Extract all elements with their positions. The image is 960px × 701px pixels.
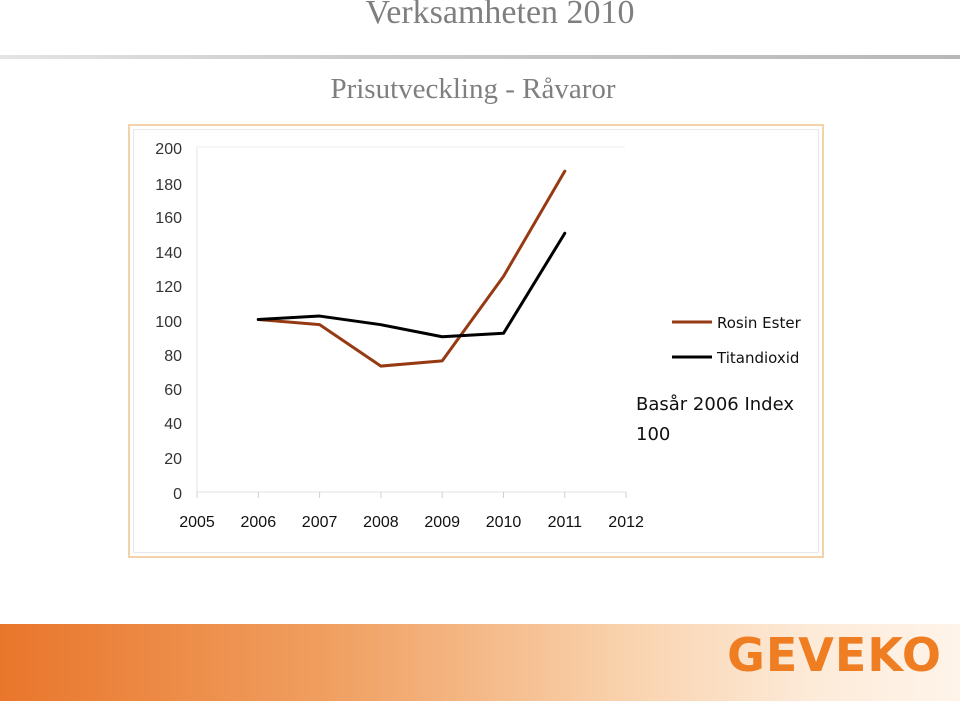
y-tick-label: 60 <box>164 382 182 399</box>
base-year-annotation: Basår 2006 Index <box>636 394 794 415</box>
y-tick-label: 200 <box>155 141 182 158</box>
y-tick-label: 160 <box>155 210 182 227</box>
chart-plot-frame <box>133 129 819 553</box>
x-tick-label: 2011 <box>548 514 583 531</box>
footer-band <box>0 624 960 701</box>
y-tick-label: 0 <box>173 486 182 503</box>
x-tick-label: 2012 <box>608 514 644 531</box>
series-line-1 <box>256 231 567 339</box>
y-tick-label: 100 <box>155 314 182 331</box>
base-year-annotation-value: 100 <box>636 424 670 445</box>
title-divider <box>0 55 960 59</box>
y-tick-label: 140 <box>155 245 182 262</box>
slide-title: Verksamheten 2010 <box>365 0 635 31</box>
y-tick-label: 120 <box>155 279 182 296</box>
x-tick-label: 2006 <box>241 514 277 531</box>
chart-frame <box>128 124 824 558</box>
x-tick-label: 2005 <box>179 514 215 531</box>
x-tick-label: 2009 <box>424 514 460 531</box>
y-tick-label: 180 <box>155 177 182 194</box>
geveko-logo: GEVEKO <box>727 628 942 682</box>
legend-label: Titandioxid <box>716 349 799 367</box>
x-tick-label: 2010 <box>486 514 522 531</box>
legend-label: Rosin Ester <box>717 314 802 332</box>
x-tick-label: 2008 <box>363 514 399 531</box>
chart-title: Prisutveckling - Råvaror <box>330 73 616 105</box>
x-tick-label: 2007 <box>302 514 338 531</box>
y-tick-label: 20 <box>164 451 182 468</box>
y-tick-label: 40 <box>164 416 182 433</box>
series-line-0 <box>256 169 567 368</box>
y-tick-label: 80 <box>164 348 182 365</box>
